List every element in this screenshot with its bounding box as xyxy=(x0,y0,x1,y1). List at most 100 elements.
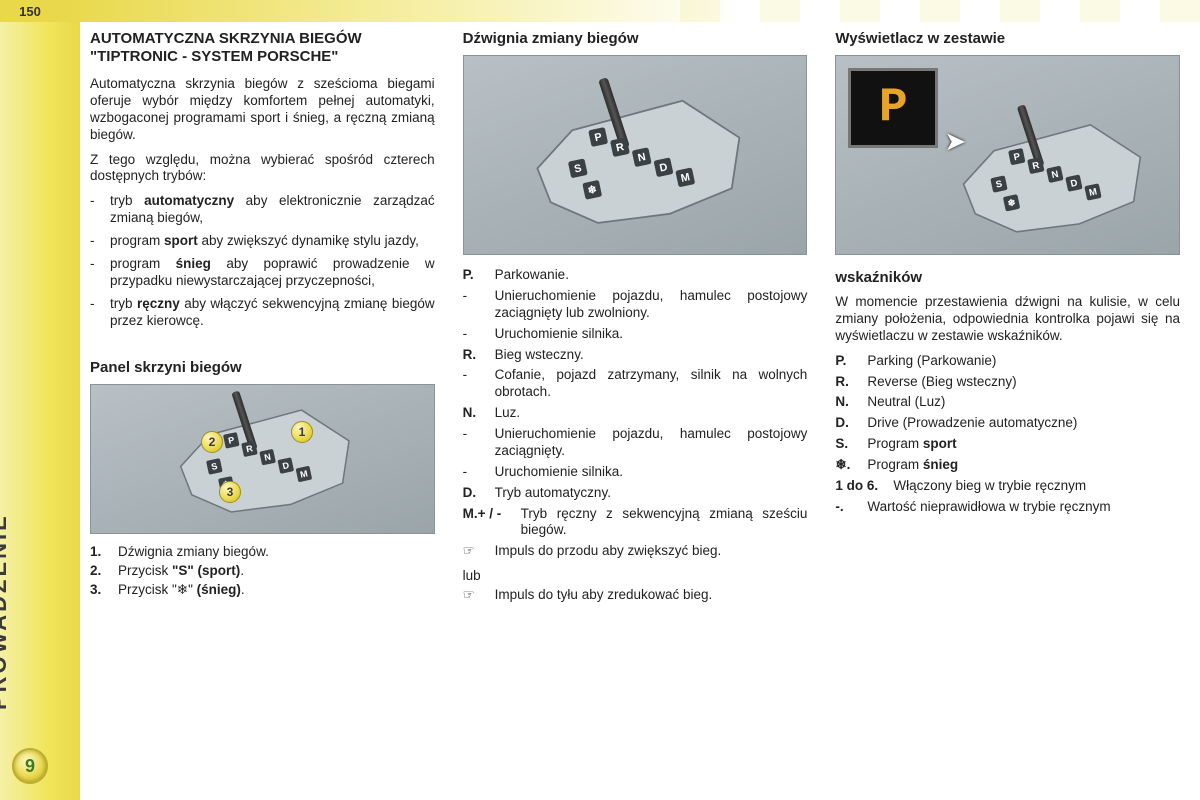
legend-item: 1. Dźwignia zmiany biegów. xyxy=(90,544,435,559)
legend-item: 2. Przycisk "S" (sport). xyxy=(90,563,435,578)
def-item: S. Program sport xyxy=(835,436,1180,453)
def-item: - Uruchomienie silnika. xyxy=(463,326,808,343)
mode-item: - program sport aby zwiększyć dynamikę s… xyxy=(90,233,435,250)
gate-label: ❄ xyxy=(582,180,602,200)
gate-label: R xyxy=(610,137,630,157)
intro-para-1: Automatyczna skrzynia biegów z sześcioma… xyxy=(90,76,435,144)
def-text: Wartość nieprawidłowa w trybie ręcznym xyxy=(867,499,1180,516)
def-text: Program śnieg xyxy=(867,457,1180,474)
bullet: - xyxy=(90,233,110,250)
def-text: Tryb ręczny z sekwencyjną zmianą sześciu… xyxy=(521,506,808,540)
def-label: N. xyxy=(463,405,495,422)
def-label: ☞ xyxy=(463,587,495,604)
column-right: Wyświetlacz w zestawie P ➤ P R N D M S ❄… xyxy=(835,30,1180,790)
lever-definitions-after: ☞ Impuls do tyłu aby zredukować bieg. xyxy=(463,587,808,608)
def-text: Unieruchomienie pojazdu, hamulec postojo… xyxy=(495,288,808,322)
figure-display: P ➤ P R N D M S ❄ xyxy=(835,55,1180,255)
def-item: - Unieruchomienie pojazdu, hamulec posto… xyxy=(463,426,808,460)
def-text: Impuls do przodu aby zwiększyć bieg. xyxy=(495,543,808,560)
def-item: N. Neutral (Luz) xyxy=(835,394,1180,411)
display-letter: P xyxy=(879,81,908,135)
gear-gate-illustration: P R N D M S ❄ xyxy=(934,104,1163,255)
def-text: Włączony bieg w trybie ręcznym xyxy=(893,478,1180,495)
def-text: Impuls do tyłu aby zredukować bieg. xyxy=(495,587,808,604)
def-item: - Unieruchomienie pojazdu, hamulec posto… xyxy=(463,288,808,322)
def-item: 1 do 6. Włączony bieg w trybie ręcznym xyxy=(835,478,1180,495)
modes-list: - tryb automatyczny aby elektronicznie z… xyxy=(90,193,435,335)
def-item: ☞ Impuls do przodu aby zwiększyć bieg. xyxy=(463,543,808,560)
section-label: PROWADZENIE xyxy=(0,513,12,710)
def-item: M.+ / - Tryb ręczny z sekwencyjną zmianą… xyxy=(463,506,808,540)
def-item: N. Luz. xyxy=(463,405,808,422)
page-number: 150 xyxy=(0,0,60,22)
legend-text: Dźwignia zmiany biegów. xyxy=(118,544,269,559)
legend-item: 3. Przycisk "❄" (śnieg). xyxy=(90,582,435,598)
gate-label: M xyxy=(675,167,695,187)
figure-gear-panel: P R N D M S ❄ 1 2 3 xyxy=(90,384,435,534)
panel-legend: 1. Dźwignia zmiany biegów. 2. Przycisk "S… xyxy=(90,544,435,602)
display-definitions: P. Parking (Parkowanie) R. Reverse (Bieg … xyxy=(835,353,1180,520)
def-label: P. xyxy=(835,353,867,370)
sidebar: PROWADZENIE 9 xyxy=(0,22,80,800)
def-label: S. xyxy=(835,436,867,453)
bullet: - xyxy=(90,256,110,290)
legend-num: 3. xyxy=(90,582,118,598)
mode-text: program śnieg aby poprawić prowadzenie w… xyxy=(110,256,435,290)
def-label: ☞ xyxy=(463,543,495,560)
gate-label: P xyxy=(588,127,608,147)
def-text: Unieruchomienie pojazdu, hamulec postojo… xyxy=(495,426,808,460)
def-text: Drive (Prowadzenie automatyczne) xyxy=(867,415,1180,432)
bullet: - xyxy=(90,193,110,227)
gate-label: D xyxy=(654,157,674,177)
mode-item: - tryb automatyczny aby elektronicznie z… xyxy=(90,193,435,227)
def-label: D. xyxy=(463,485,495,502)
def-label: D. xyxy=(835,415,867,432)
def-text: Program sport xyxy=(867,436,1180,453)
gear-gate-illustration: P R N D M S ❄ xyxy=(504,76,766,255)
def-text: Neutral (Luz) xyxy=(867,394,1180,411)
def-item: D. Drive (Prowadzenie automatyczne) xyxy=(835,415,1180,432)
def-item: ☞ Impuls do tyłu aby zredukować bieg. xyxy=(463,587,808,604)
legend-num: 1. xyxy=(90,544,118,559)
figure-gear-lever: P R N D M S ❄ xyxy=(463,55,808,255)
display-title: Wyświetlacz w zestawie xyxy=(835,30,1180,47)
def-item: ❄. Program śnieg xyxy=(835,457,1180,474)
intro-para-2: Z tego względu, można wybierać spośród c… xyxy=(90,152,435,186)
or-label: lub xyxy=(463,568,808,583)
def-text: Uruchomienie silnika. xyxy=(495,464,808,481)
def-label: - xyxy=(463,464,495,481)
mode-item: - program śnieg aby poprawić prowadzenie… xyxy=(90,256,435,290)
def-label: R. xyxy=(463,347,495,364)
gate-label: N xyxy=(1046,165,1063,182)
def-item: R. Reverse (Bieg wsteczny) xyxy=(835,374,1180,391)
def-text: Cofanie, pojazd zatrzymany, silnik na wo… xyxy=(495,367,808,401)
top-decor-strip xyxy=(60,0,1200,22)
chapter-badge: 9 xyxy=(12,748,48,784)
gate-label: N xyxy=(632,147,652,167)
def-text: Uruchomienie silnika. xyxy=(495,326,808,343)
def-label: 1 do 6. xyxy=(835,478,893,495)
def-item: - Cofanie, pojazd zatrzymany, silnik na … xyxy=(463,367,808,401)
column-middle: Dźwignia zmiany biegów P R N D M S ❄ P. … xyxy=(463,30,808,790)
def-text: Parking (Parkowanie) xyxy=(867,353,1180,370)
def-item: D. Tryb automatyczny. xyxy=(463,485,808,502)
gear-gate-illustration: P R N D M S ❄ xyxy=(153,390,371,534)
def-label: ❄. xyxy=(835,457,867,474)
bullet: - xyxy=(90,296,110,330)
gear-display-icon: P xyxy=(848,68,938,148)
column-left: AUTOMATYCZNA SKRZYNIA BIEGÓW "TIPTRONIC … xyxy=(90,30,435,790)
def-text: Parkowanie. xyxy=(495,267,808,284)
def-item: - Uruchomienie silnika. xyxy=(463,464,808,481)
def-label: N. xyxy=(835,394,867,411)
def-text: Luz. xyxy=(495,405,808,422)
mode-text: tryb automatyczny aby elektronicznie zar… xyxy=(110,193,435,227)
lever-title: Dźwignia zmiany biegów xyxy=(463,30,808,47)
gate-label: M xyxy=(1084,183,1101,200)
def-item: P. Parking (Parkowanie) xyxy=(835,353,1180,370)
def-label: - xyxy=(463,288,495,322)
def-label: - xyxy=(463,367,495,401)
def-label: - xyxy=(463,426,495,460)
gate-label: S xyxy=(568,158,588,178)
def-text: Bieg wsteczny. xyxy=(495,347,808,364)
lever-definitions: P. Parkowanie.- Unieruchomienie pojazdu,… xyxy=(463,267,808,564)
